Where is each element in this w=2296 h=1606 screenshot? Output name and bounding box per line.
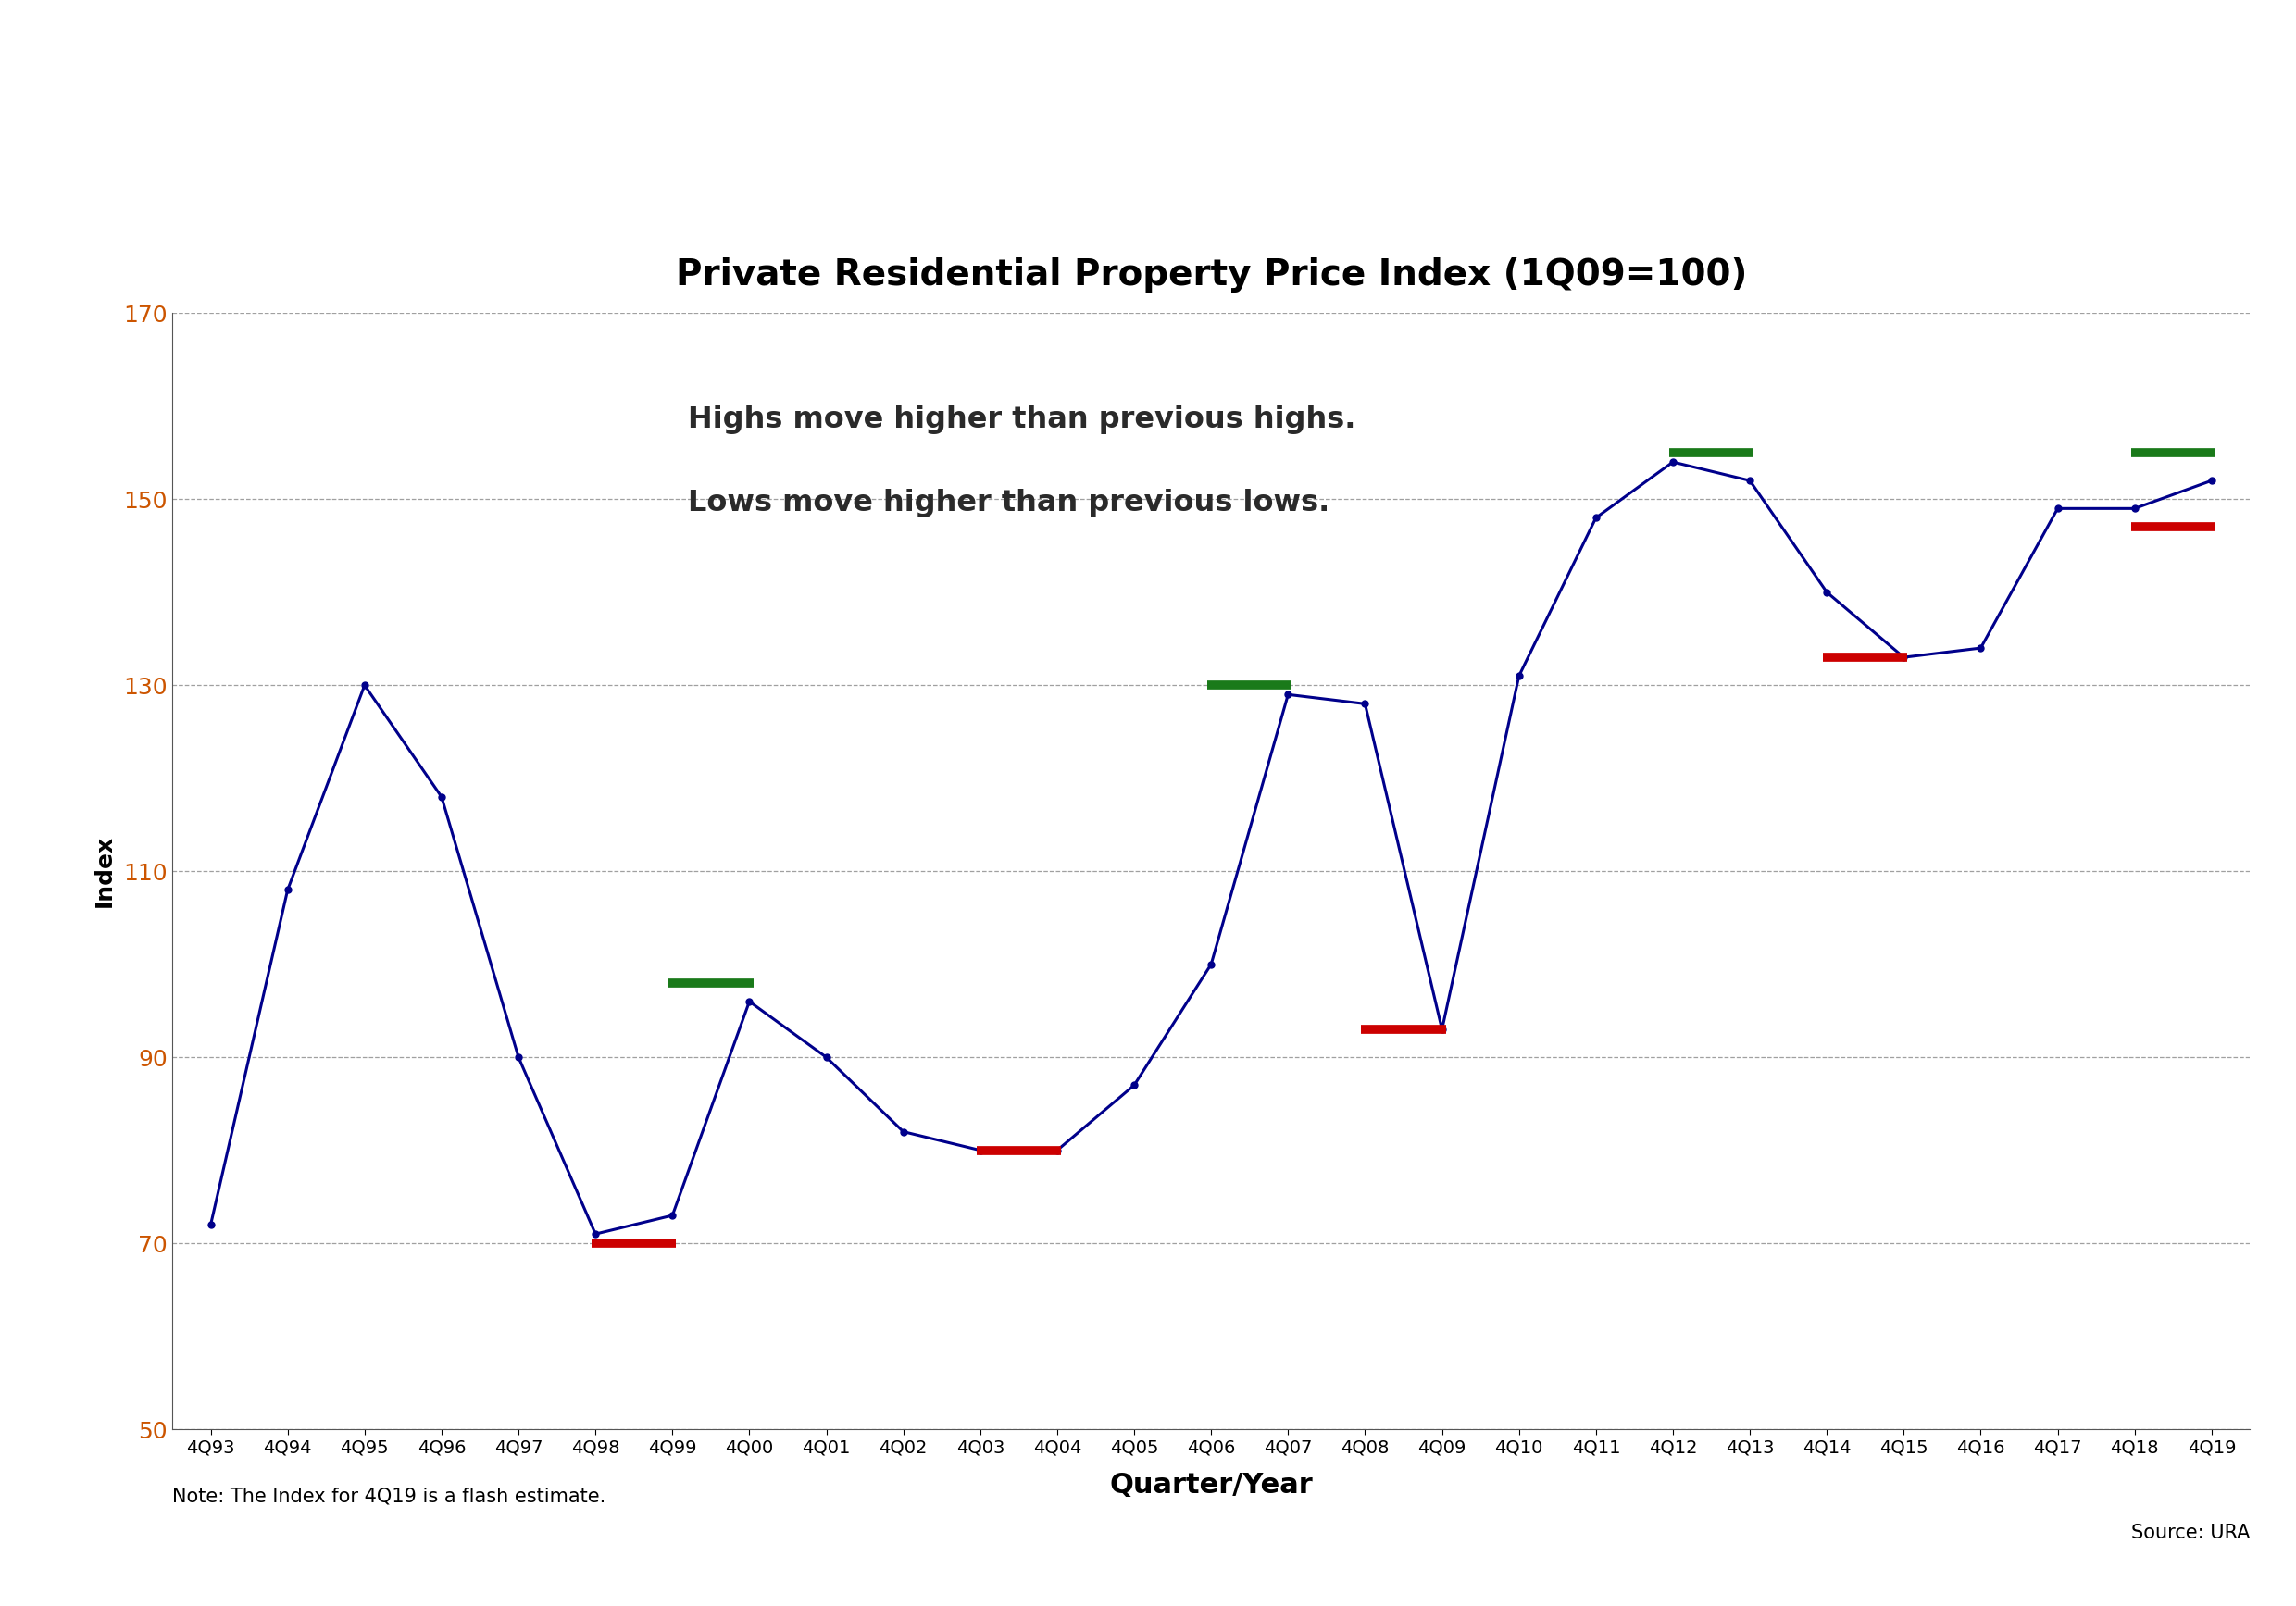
Text: Source: URA: Source: URA <box>2131 1524 2250 1542</box>
Text: SINGAPORE PROPERTY PRICE INDEX: SINGAPORE PROPERTY PRICE INDEX <box>0 63 2296 172</box>
X-axis label: Quarter/Year: Quarter/Year <box>1109 1473 1313 1498</box>
Text: Highs move higher than previous highs.: Highs move higher than previous highs. <box>689 405 1355 434</box>
Y-axis label: Index: Index <box>94 835 115 907</box>
Text: Note: The Index for 4Q19 is a flash estimate.: Note: The Index for 4Q19 is a flash esti… <box>172 1487 606 1505</box>
Title: Private Residential Property Price Index (1Q09=100): Private Residential Property Price Index… <box>675 257 1747 292</box>
Text: Lows move higher than previous lows.: Lows move higher than previous lows. <box>689 490 1329 517</box>
